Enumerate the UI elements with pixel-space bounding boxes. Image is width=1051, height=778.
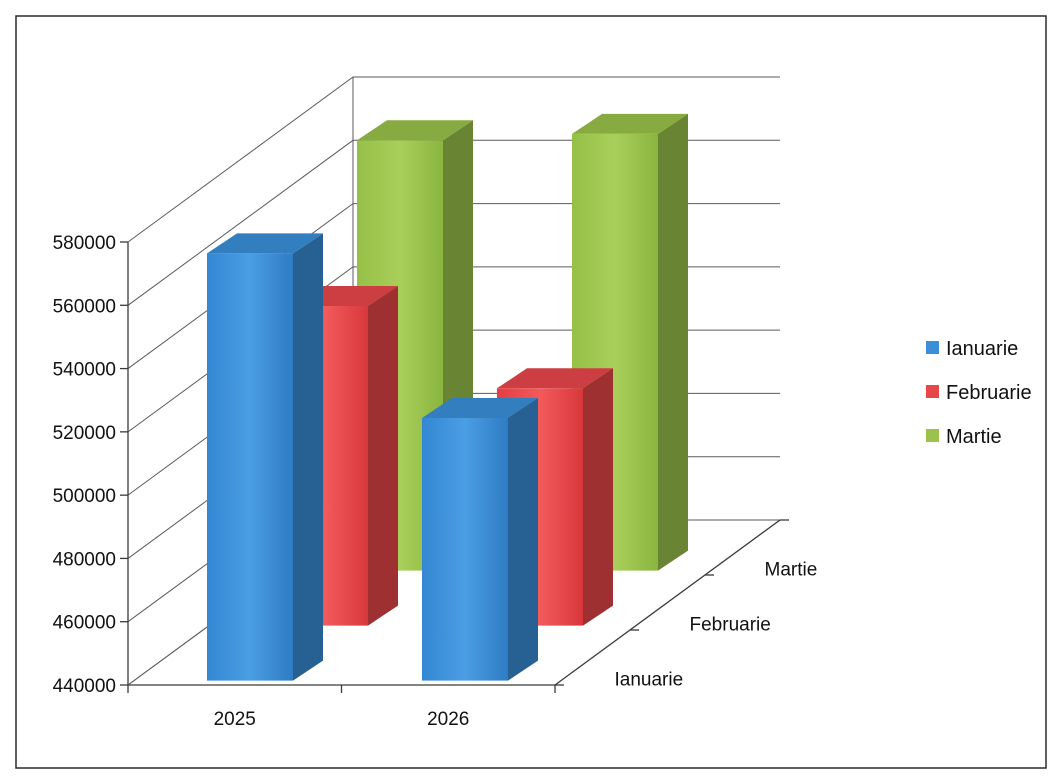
x-tick-label: 2026 [427,709,469,730]
legend-label-februarie: Februarie [946,382,1032,404]
bar-top-face [357,120,473,141]
labels-layer: 440000 460000 480000 500000 520000 540000 5600… [53,233,818,730]
y-tick-label: 560000 [53,296,116,317]
bar-front-face [422,417,508,681]
bar-front-face [207,253,293,681]
depth-tick-label: Martie [765,560,818,581]
y-tick-label: 520000 [53,423,116,444]
legend-label-martie: Martie [946,426,1002,448]
bar-side-face [368,286,398,626]
y-tick-label: 480000 [53,549,116,570]
bar-ianuarie-2026 [422,397,538,681]
y-tick-label: 440000 [53,676,116,697]
y-tick-label: 500000 [53,486,116,507]
depth-tick-label: Ianuarie [615,670,684,691]
legend: Ianuarie Februarie Martie [926,338,1032,448]
bar-ianuarie-2025 [207,233,323,681]
bar-side-face [658,113,688,571]
y-tick-label: 580000 [53,233,116,254]
chart-border [15,15,1047,769]
y-tick-label: 540000 [53,360,116,381]
x-tick-label: 2025 [214,709,256,730]
bar-top-face [422,397,538,418]
bar-side-face [583,368,613,626]
bars-layer [207,113,688,681]
bar-martie-2026 [572,113,688,571]
bar-side-face [508,397,538,681]
bar-top-face [572,113,688,134]
bar-top-face [497,368,613,389]
legend-swatch-martie [926,429,939,442]
legend-label-ianuarie: Ianuarie [946,338,1018,360]
depth-axis-line [554,519,781,686]
y-tick-label: 460000 [53,613,116,634]
bar-side-face [293,233,323,681]
depth-tick-label: Februarie [690,615,771,636]
legend-swatch-februarie [926,385,939,398]
bar-top-face [207,233,323,254]
legend-swatch-ianuarie [926,341,939,354]
